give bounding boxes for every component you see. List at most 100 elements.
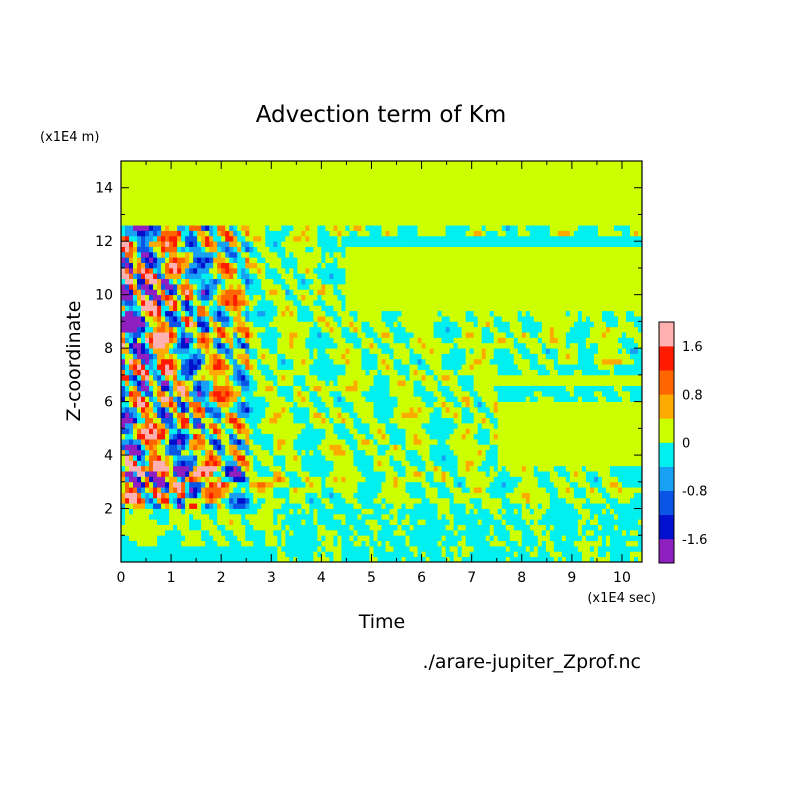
heatmap-cell xyxy=(261,342,266,349)
heatmap-cell xyxy=(273,219,278,226)
heatmap-cell xyxy=(209,310,214,317)
heatmap-cell xyxy=(285,246,290,253)
heatmap-cell xyxy=(177,257,182,263)
heatmap-cell xyxy=(145,209,150,215)
heatmap-cell xyxy=(273,519,278,525)
heatmap-cell xyxy=(121,358,126,365)
heatmap-cell xyxy=(373,524,378,531)
heatmap-cell xyxy=(165,465,170,472)
heatmap-cell xyxy=(273,267,278,274)
heatmap-cell xyxy=(145,540,150,547)
heatmap-cell xyxy=(361,294,366,301)
heatmap-cell xyxy=(317,369,322,376)
heatmap-cell xyxy=(369,310,374,317)
heatmap-cell xyxy=(269,257,274,263)
heatmap-cell xyxy=(197,540,202,547)
heatmap-cell xyxy=(173,214,178,221)
heatmap-cell xyxy=(377,182,382,189)
heatmap-cell xyxy=(249,214,254,221)
heatmap-cell xyxy=(377,294,382,301)
heatmap-cell xyxy=(361,310,366,317)
heatmap-cell xyxy=(157,487,162,493)
heatmap-cell xyxy=(265,166,270,173)
heatmap-cell xyxy=(153,337,158,344)
heatmap-cell xyxy=(141,545,146,552)
heatmap-cell xyxy=(149,503,154,509)
heatmap-cell xyxy=(265,182,270,189)
heatmap-cell xyxy=(325,198,330,205)
heatmap-cell xyxy=(293,289,298,296)
heatmap-cell xyxy=(225,203,230,210)
heatmap-cell xyxy=(141,428,146,435)
heatmap-cell xyxy=(229,198,234,205)
heatmap-cell xyxy=(377,487,382,493)
heatmap-cell xyxy=(353,310,358,317)
heatmap-cell xyxy=(205,262,210,269)
heatmap-cell xyxy=(233,337,238,344)
heatmap-cell xyxy=(265,396,270,402)
heatmap-cell xyxy=(257,182,262,189)
heatmap-cell xyxy=(209,380,214,386)
heatmap-cell xyxy=(165,321,170,328)
heatmap-cell xyxy=(141,214,146,221)
heatmap-cell xyxy=(133,177,138,183)
heatmap-cell xyxy=(337,294,342,301)
heatmap-cell xyxy=(269,198,274,205)
heatmap-cell xyxy=(293,551,298,558)
heatmap-cell xyxy=(341,214,346,221)
heatmap-cell xyxy=(197,171,202,178)
heatmap-cell xyxy=(285,444,290,451)
heatmap-cell xyxy=(205,214,210,221)
heatmap-cell xyxy=(385,342,390,349)
heatmap-cell xyxy=(337,310,342,317)
heatmap-cell xyxy=(157,171,162,178)
heatmap-cell xyxy=(133,214,138,221)
heatmap-cell xyxy=(209,283,214,290)
heatmap-cell xyxy=(201,428,206,435)
heatmap-cell xyxy=(233,342,238,349)
heatmap-cell xyxy=(337,193,342,199)
heatmap-cell xyxy=(121,396,126,402)
heatmap-cell xyxy=(317,203,322,210)
plot-area xyxy=(121,161,643,563)
heatmap-cell xyxy=(365,513,370,520)
heatmap-cell xyxy=(205,417,210,424)
heatmap-cell xyxy=(165,337,170,344)
heatmap-cell xyxy=(257,369,262,376)
heatmap-cell xyxy=(193,241,198,247)
heatmap-cell xyxy=(193,283,198,290)
heatmap-cell xyxy=(153,380,158,386)
heatmap-cell xyxy=(361,300,366,306)
heatmap-cell xyxy=(185,374,190,381)
heatmap-cell xyxy=(253,401,258,408)
heatmap-cell xyxy=(361,289,366,296)
heatmap-cell xyxy=(173,358,178,365)
heatmap-cell xyxy=(333,455,338,461)
heatmap-cell xyxy=(333,273,338,280)
heatmap-cell xyxy=(157,283,162,290)
heatmap-cell xyxy=(253,545,258,552)
heatmap-cell xyxy=(281,406,286,413)
heatmap-cell xyxy=(221,316,226,322)
heatmap-cell xyxy=(221,166,226,173)
heatmap-cell xyxy=(353,417,358,424)
heatmap-cell xyxy=(165,166,170,173)
heatmap-cell xyxy=(253,257,258,263)
heatmap-cell xyxy=(121,529,126,536)
heatmap-cell xyxy=(317,262,322,269)
heatmap-cell xyxy=(257,203,262,210)
heatmap-cell xyxy=(253,241,258,247)
heatmap-cell xyxy=(209,449,214,456)
heatmap-cell xyxy=(233,449,238,456)
heatmap-cell xyxy=(329,267,334,274)
heatmap-cell xyxy=(285,262,290,269)
heatmap-cell xyxy=(281,439,286,445)
heatmap-cell xyxy=(217,401,222,408)
heatmap-cell xyxy=(217,358,222,365)
heatmap-cell xyxy=(257,171,262,178)
heatmap-cell xyxy=(273,545,278,552)
heatmap-cell xyxy=(337,487,342,493)
heatmap-cell xyxy=(149,235,154,242)
heatmap-cell xyxy=(249,529,254,536)
heatmap-cell xyxy=(181,396,186,402)
